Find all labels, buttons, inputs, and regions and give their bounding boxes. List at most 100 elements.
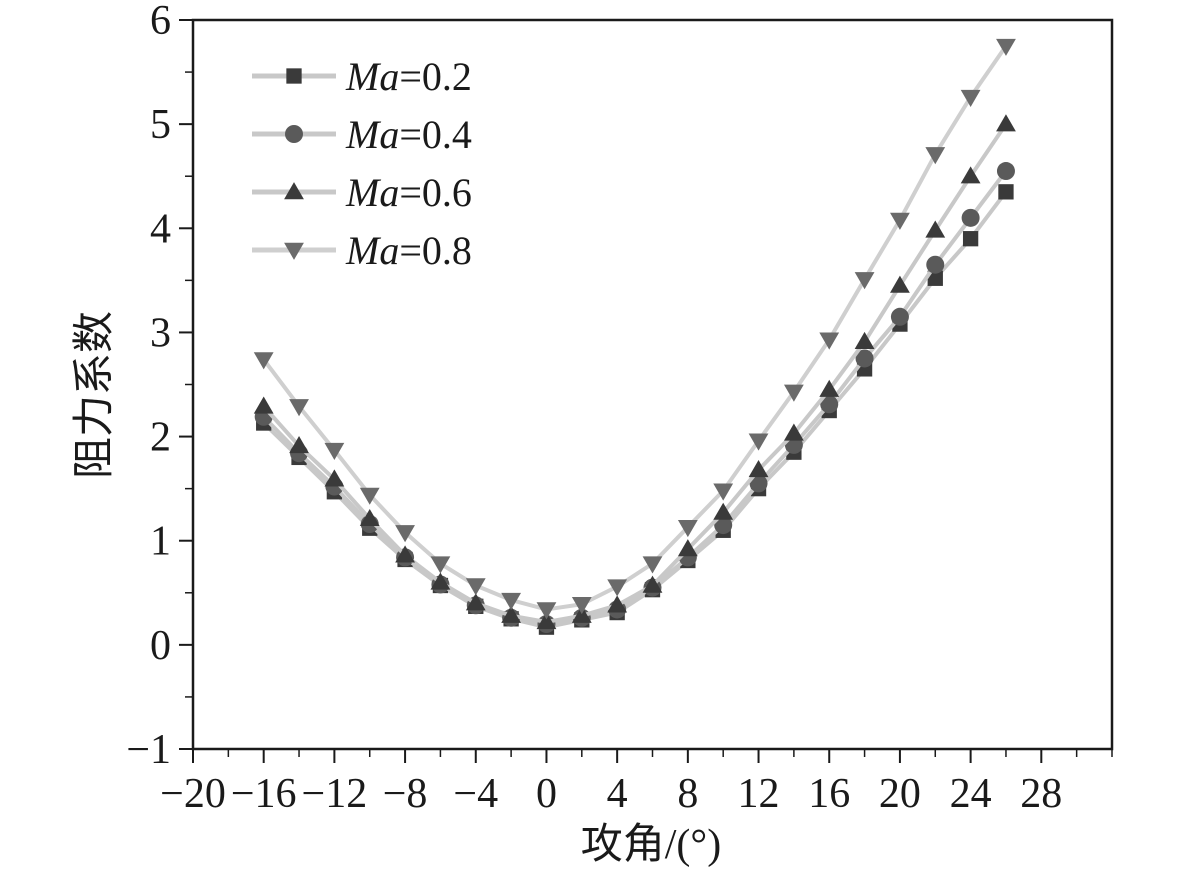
y-tick-label: 3 xyxy=(150,310,171,356)
data-point xyxy=(642,575,663,593)
data-point xyxy=(395,525,415,543)
data-point xyxy=(820,395,839,414)
data-point xyxy=(395,545,415,563)
data-point xyxy=(465,578,486,596)
y-tick-label: 6 xyxy=(150,0,171,44)
x-tick-label: −8 xyxy=(383,771,428,817)
data-point xyxy=(253,396,274,414)
legend-label: Ma=0.8 xyxy=(345,228,472,273)
y-tick-label: 5 xyxy=(150,102,171,148)
data-point xyxy=(714,516,733,535)
series-ma-0-8 xyxy=(253,38,1016,620)
y-axis-title: 阻力系数 xyxy=(72,311,118,479)
x-tick-label: 0 xyxy=(536,771,557,817)
data-point xyxy=(854,272,875,290)
legend-item: Ma=0.6 xyxy=(252,170,472,215)
legend-label: Ma=0.4 xyxy=(345,112,472,157)
data-point xyxy=(359,487,380,505)
data-point xyxy=(253,352,274,370)
legend-marker xyxy=(284,182,304,200)
data-point xyxy=(289,399,309,417)
x-tick-label: 4 xyxy=(607,771,628,817)
data-point xyxy=(324,442,345,461)
legend-label: Ma=0.2 xyxy=(345,54,472,99)
data-point xyxy=(925,220,946,238)
data-point xyxy=(819,332,840,350)
data-point xyxy=(996,162,1015,181)
data-point xyxy=(960,89,981,107)
x-tick-label: 28 xyxy=(1020,771,1062,817)
data-point xyxy=(890,307,909,326)
x-tick-label: −20 xyxy=(160,771,226,817)
data-point xyxy=(926,255,945,274)
data-point xyxy=(465,593,486,611)
data-point xyxy=(501,592,522,610)
data-point xyxy=(783,384,804,402)
x-tick-label: 16 xyxy=(808,771,850,817)
data-point xyxy=(536,612,557,630)
x-tick-label: −4 xyxy=(453,771,498,817)
x-tick-label: 8 xyxy=(677,771,698,817)
data-point xyxy=(996,114,1016,132)
data-point xyxy=(571,597,592,615)
data-point xyxy=(960,166,981,184)
legend-label: Ma=0.6 xyxy=(345,170,472,215)
y-tick-label: 1 xyxy=(150,519,171,565)
data-point xyxy=(501,605,522,623)
legend-marker xyxy=(285,125,303,143)
data-point xyxy=(855,349,874,368)
data-point xyxy=(713,483,734,501)
data-point xyxy=(430,572,451,590)
series-line xyxy=(262,44,1008,612)
data-point xyxy=(854,331,875,350)
data-point xyxy=(607,579,628,597)
data-point xyxy=(430,556,451,574)
data-point xyxy=(359,508,380,527)
legend-item: Ma=0.4 xyxy=(252,112,472,157)
data-point xyxy=(677,539,698,557)
data-point xyxy=(819,379,840,397)
data-point xyxy=(642,556,663,574)
x-tick-label: −12 xyxy=(302,771,368,817)
plot-area-border xyxy=(191,18,1114,751)
plot-frame xyxy=(191,18,1114,751)
data-point xyxy=(962,231,979,247)
y-tick-label: 4 xyxy=(150,206,171,252)
data-point xyxy=(998,184,1014,200)
data-point xyxy=(890,212,910,230)
data-point xyxy=(927,270,943,286)
data-point xyxy=(925,147,946,165)
data-point xyxy=(748,433,769,451)
series-layer xyxy=(253,38,1016,635)
legend: Ma=0.2 Ma=0.4 Ma=0.6 Ma=0.8 xyxy=(252,54,472,273)
data-point xyxy=(748,459,769,478)
data-point xyxy=(749,474,768,493)
series-line xyxy=(262,123,1008,624)
x-tick-label: 20 xyxy=(879,771,921,817)
legend-marker xyxy=(284,242,304,260)
data-point xyxy=(324,469,345,487)
x-tick-label: 12 xyxy=(738,771,780,817)
series-line xyxy=(262,169,1008,627)
x-tick-label: 24 xyxy=(950,771,992,817)
data-point xyxy=(890,275,910,293)
data-point xyxy=(961,208,980,227)
legend-item: Ma=0.2 xyxy=(252,54,472,99)
series-ma-0-6 xyxy=(253,114,1016,630)
data-point xyxy=(713,502,734,520)
y-tick-label: 0 xyxy=(150,623,171,669)
series-line xyxy=(262,190,1008,630)
x-axis-title: 攻角/(°) xyxy=(581,822,721,868)
data-point xyxy=(289,436,309,454)
data-point xyxy=(571,605,592,623)
data-point xyxy=(783,423,804,441)
legend-marker xyxy=(286,68,302,84)
legend-item: Ma=0.8 xyxy=(252,228,472,273)
x-tick-label: −16 xyxy=(231,771,297,817)
data-point xyxy=(536,602,557,620)
data-point xyxy=(677,519,698,538)
y-tick-label: 2 xyxy=(150,415,171,461)
data-point xyxy=(996,38,1016,56)
